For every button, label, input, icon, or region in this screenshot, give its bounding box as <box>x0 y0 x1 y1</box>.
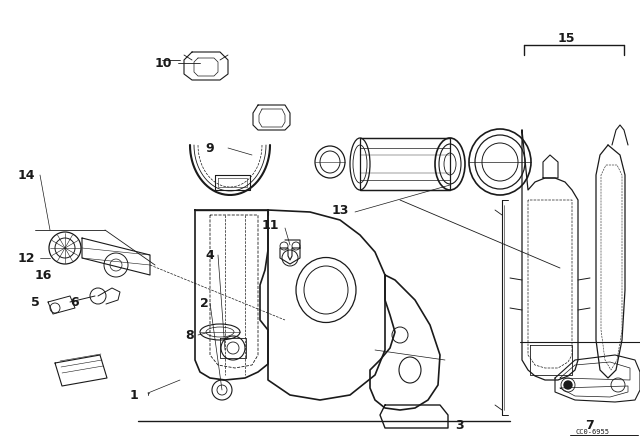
Text: 16: 16 <box>35 268 52 281</box>
Text: 14: 14 <box>18 168 35 181</box>
Text: 6: 6 <box>70 296 79 309</box>
Text: 1: 1 <box>130 388 139 401</box>
Text: 12: 12 <box>18 251 35 264</box>
Text: 7: 7 <box>586 418 595 431</box>
Text: 15: 15 <box>557 31 575 44</box>
Text: 3: 3 <box>456 418 464 431</box>
Text: 2: 2 <box>200 297 209 310</box>
Text: 8: 8 <box>185 328 194 341</box>
Text: 13: 13 <box>332 203 349 216</box>
Circle shape <box>564 381 572 389</box>
Text: 4: 4 <box>205 249 214 262</box>
Text: 5: 5 <box>31 296 40 309</box>
Text: 10: 10 <box>155 56 173 69</box>
Text: 11: 11 <box>261 219 279 232</box>
Text: 9: 9 <box>205 142 214 155</box>
Text: CC0-6955: CC0-6955 <box>575 429 609 435</box>
